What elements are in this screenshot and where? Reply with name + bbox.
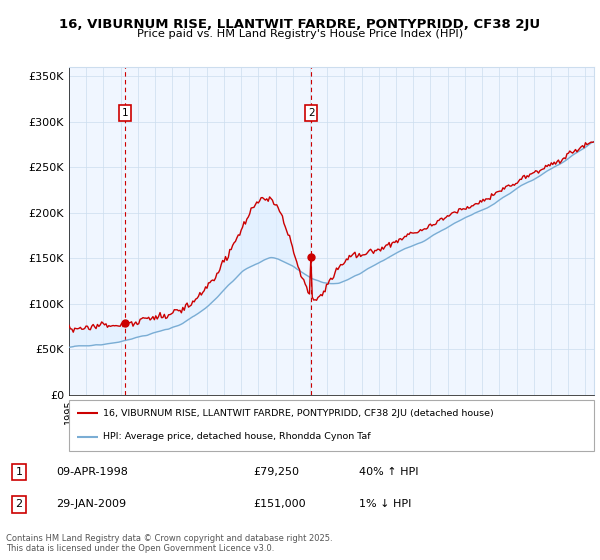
Text: 16, VIBURNUM RISE, LLANTWIT FARDRE, PONTYPRIDD, CF38 2JU (detached house): 16, VIBURNUM RISE, LLANTWIT FARDRE, PONT… [103,408,494,418]
Text: 1: 1 [122,108,128,118]
Text: 2: 2 [308,108,314,118]
Text: 2: 2 [16,500,22,510]
Text: £79,250: £79,250 [253,467,299,477]
FancyBboxPatch shape [69,400,594,451]
Text: 29-JAN-2009: 29-JAN-2009 [56,500,126,510]
Text: 40% ↑ HPI: 40% ↑ HPI [359,467,418,477]
Text: HPI: Average price, detached house, Rhondda Cynon Taf: HPI: Average price, detached house, Rhon… [103,432,371,441]
Text: 09-APR-1998: 09-APR-1998 [56,467,128,477]
Text: Price paid vs. HM Land Registry's House Price Index (HPI): Price paid vs. HM Land Registry's House … [137,29,463,39]
Text: 16, VIBURNUM RISE, LLANTWIT FARDRE, PONTYPRIDD, CF38 2JU: 16, VIBURNUM RISE, LLANTWIT FARDRE, PONT… [59,18,541,31]
Text: 1% ↓ HPI: 1% ↓ HPI [359,500,411,510]
Text: £151,000: £151,000 [253,500,305,510]
Text: Contains HM Land Registry data © Crown copyright and database right 2025.
This d: Contains HM Land Registry data © Crown c… [6,534,332,553]
Text: 1: 1 [16,467,22,477]
